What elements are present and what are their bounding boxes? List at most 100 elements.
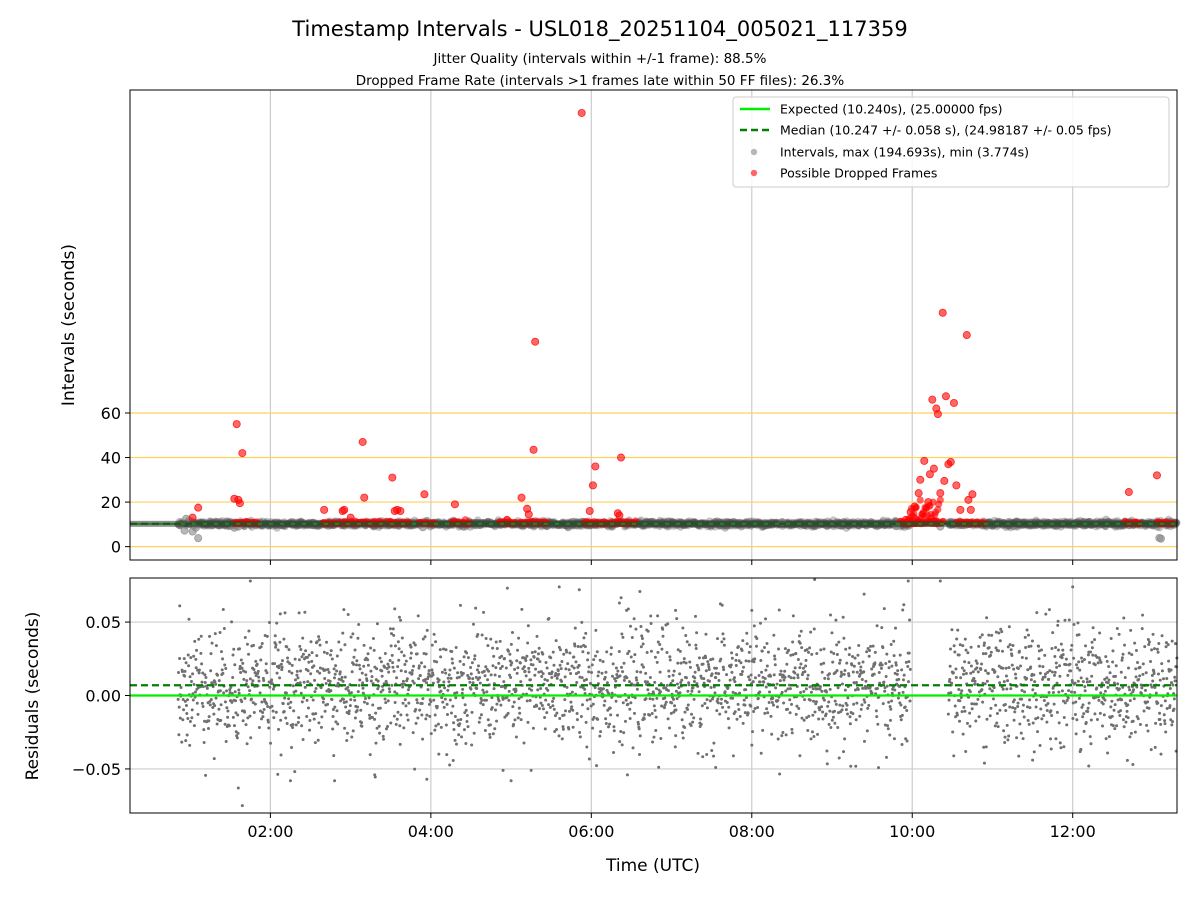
residual-point [688, 660, 692, 664]
residual-point [629, 655, 633, 659]
residual-point [622, 731, 626, 735]
residual-point [312, 664, 316, 668]
residual-point [822, 661, 826, 665]
residual-point [740, 672, 744, 676]
residual-point [783, 647, 787, 651]
residual-point [801, 666, 805, 670]
residual-point [243, 636, 247, 640]
residual-point [572, 666, 576, 670]
residual-point [364, 697, 368, 701]
residual-point [771, 696, 775, 700]
residual-point [810, 652, 814, 656]
residual-point [404, 659, 408, 663]
residual-point [575, 718, 579, 722]
residual-point [383, 651, 387, 655]
residual-point [287, 697, 291, 701]
dropped-frame-point [524, 510, 533, 519]
residual-point [364, 673, 368, 677]
residual-point [749, 673, 753, 677]
residual-point [296, 676, 300, 680]
residual-point [536, 657, 540, 661]
residual-point [693, 676, 697, 680]
residual-point [532, 655, 536, 659]
intervals-y-tick-label: 60 [101, 404, 121, 423]
residual-point [569, 700, 573, 704]
residual-point [197, 671, 201, 675]
residual-point [483, 729, 487, 733]
residual-point [612, 725, 616, 729]
residual-point [401, 679, 405, 683]
dropped-frame-point [929, 464, 938, 473]
residual-point [473, 657, 477, 661]
residual-point [535, 704, 539, 708]
residual-point [280, 665, 284, 669]
residual-point [745, 642, 749, 646]
residual-point [611, 662, 615, 666]
residual-point [555, 727, 559, 731]
residual-point [236, 731, 240, 735]
residual-point [552, 696, 556, 700]
residual-point [713, 691, 717, 695]
residual-point [209, 669, 213, 673]
residual-point [799, 629, 803, 633]
residual-point [547, 703, 551, 707]
residual-point [803, 698, 807, 702]
residual-point [462, 663, 466, 667]
residual-point [314, 712, 318, 716]
residual-point [776, 737, 780, 741]
residual-point [392, 633, 396, 637]
residual-point [766, 650, 770, 654]
residual-point [765, 642, 769, 646]
dropped-frame-point [358, 437, 367, 446]
residual-point [286, 702, 290, 706]
intervals-ylabel: Intervals (seconds) [59, 244, 79, 406]
residual-point [778, 772, 782, 776]
residual-point [331, 727, 335, 731]
residual-point [585, 698, 589, 702]
residual-point [380, 674, 384, 678]
residual-point [411, 731, 415, 735]
residual-point [683, 725, 687, 729]
residual-point [472, 731, 476, 735]
residual-point [313, 678, 317, 682]
residual-point [652, 735, 656, 739]
residual-point [445, 753, 449, 757]
residual-point [765, 707, 769, 711]
residual-point [482, 610, 486, 614]
residual-point [797, 634, 801, 638]
dropped-frame-point [916, 496, 924, 504]
residual-point [188, 675, 192, 679]
residual-point [323, 676, 327, 680]
residual-point [642, 665, 646, 669]
residual-point [399, 669, 403, 673]
residual-point [294, 723, 298, 727]
residual-point [224, 739, 228, 743]
residual-point [617, 649, 621, 653]
residual-point [430, 643, 434, 647]
residual-point [732, 676, 736, 680]
residual-point [794, 652, 798, 656]
residual-point [351, 729, 355, 733]
residual-point [356, 690, 360, 694]
residual-point [259, 658, 263, 662]
residual-point [329, 689, 333, 693]
residual-point [688, 665, 692, 669]
residual-point [353, 716, 357, 720]
residual-point [782, 678, 786, 682]
residual-point [578, 730, 582, 734]
residual-point [369, 679, 373, 683]
residual-point [440, 670, 444, 674]
residual-point [612, 729, 616, 733]
residual-point [369, 646, 373, 650]
residual-point [601, 687, 605, 691]
residual-point [736, 645, 740, 649]
residual-point [259, 645, 263, 649]
dropped-frame-point [320, 505, 329, 514]
residual-point [285, 645, 289, 649]
residual-point [353, 698, 357, 702]
residual-point [464, 742, 468, 746]
residual-point [568, 651, 572, 655]
residual-point [345, 731, 349, 735]
residual-point [723, 690, 727, 694]
residual-point [391, 627, 395, 631]
